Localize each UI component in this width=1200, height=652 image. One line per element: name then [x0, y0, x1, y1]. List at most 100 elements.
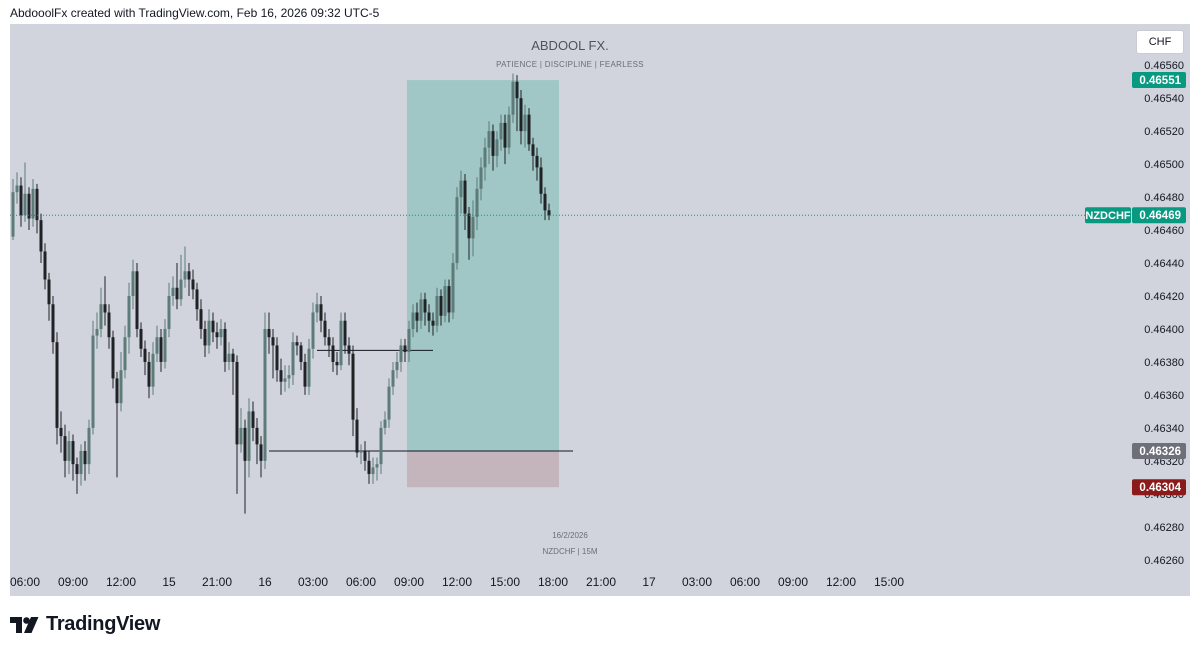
- currency-button[interactable]: CHF: [1136, 30, 1184, 54]
- candle-body: [323, 320, 327, 338]
- candle-body: [231, 353, 235, 362]
- candle-34: [147, 352, 151, 399]
- candle-87: [359, 444, 363, 465]
- candle-24: [107, 304, 111, 349]
- candle-body: [75, 464, 79, 475]
- x-tick-label: 12:00: [106, 575, 136, 589]
- candle-body: [191, 279, 195, 290]
- candle-body: [371, 467, 375, 475]
- candle-body: [183, 271, 187, 280]
- candle-75: [311, 302, 315, 359]
- candle-body: [343, 320, 347, 346]
- candle-body: [195, 289, 199, 310]
- candle-68: [283, 365, 287, 392]
- stop-price-label-bg: [1132, 479, 1186, 496]
- candle-47: [199, 299, 203, 339]
- candle-60: [251, 401, 255, 442]
- candle-body: [403, 345, 407, 353]
- candle-88: [363, 441, 367, 471]
- candle-body: [363, 450, 367, 461]
- candle-body: [391, 370, 395, 387]
- candle-2: [19, 177, 23, 227]
- candle-19: [87, 419, 91, 475]
- candle-body: [383, 419, 387, 428]
- candle-45: [191, 269, 195, 300]
- x-tick-label: 09:00: [58, 575, 88, 589]
- candle-32: [139, 322, 143, 357]
- candle-body: [535, 155, 539, 168]
- candle-86: [355, 408, 359, 458]
- candle-90: [371, 457, 375, 484]
- candle-body: [263, 328, 267, 461]
- time-axis[interactable]: 06:00 09:00 12:00 15 21:00 16 03:00 06:00 09:00 1…: [10, 575, 904, 589]
- y-tick-label: 0.46460: [1144, 225, 1184, 237]
- candle-84: [347, 337, 351, 366]
- candle-body: [43, 251, 47, 280]
- candle-body: [211, 320, 215, 333]
- candle-116: [475, 177, 479, 231]
- candle-74: [307, 338, 311, 395]
- candle-body: [507, 114, 511, 148]
- y-tick-label: 0.46380: [1144, 357, 1184, 369]
- candle-body: [131, 271, 135, 296]
- candle-body: [51, 304, 55, 343]
- candle-93: [383, 411, 387, 435]
- chart-area[interactable]: 0.46560 0.46540 0.46520 0.46500 0.46480 0.464…: [10, 24, 1190, 596]
- stop-price-label: 0.46304: [1132, 479, 1186, 496]
- candle-body: [111, 337, 115, 379]
- candle-130: [531, 137, 535, 171]
- candle-body: [463, 180, 467, 214]
- candle-101: [415, 302, 419, 333]
- candle-134: [547, 203, 551, 221]
- candle-body: [199, 309, 203, 329]
- candle-56: [235, 355, 239, 494]
- candle-80: [331, 337, 335, 372]
- horizontal-lines: [269, 349, 573, 452]
- candle-body: [187, 271, 191, 280]
- candle-126: [515, 75, 519, 132]
- candle-body: [271, 337, 275, 346]
- candle-body: [55, 342, 59, 428]
- candle-body: [523, 114, 527, 132]
- candle-3: [23, 162, 27, 222]
- candle-103: [423, 292, 427, 326]
- candle-110: [451, 253, 455, 320]
- candle-body: [235, 361, 239, 445]
- x-tick-label: 15: [162, 575, 176, 589]
- candle-39: [167, 282, 171, 338]
- candle-body: [23, 193, 27, 216]
- candle-body: [127, 296, 131, 338]
- candle-body: [159, 337, 163, 362]
- candles: [11, 73, 551, 514]
- candle-111: [455, 187, 459, 270]
- candle-119: [487, 121, 491, 165]
- candle-55: [231, 348, 235, 395]
- candle-body: [307, 348, 311, 387]
- candle-body: [543, 193, 547, 211]
- candle-body: [499, 122, 503, 140]
- candle-16: [75, 457, 79, 494]
- candle-57: [239, 408, 243, 453]
- candle-30: [131, 259, 135, 310]
- candle-body: [35, 188, 39, 221]
- y-tick-label: 0.46360: [1144, 390, 1184, 402]
- price-labels: 0.46551 0.46326 0.46304 NZDCHF 0.46469: [1085, 72, 1186, 496]
- candle-65: [271, 328, 275, 379]
- footer-brand: TradingView: [10, 613, 160, 636]
- candle-100: [411, 304, 415, 338]
- x-tick-label: 12:00: [826, 575, 856, 589]
- candle-10: [51, 296, 55, 354]
- candle-18: [83, 441, 87, 481]
- candle-body: [31, 188, 35, 219]
- price-chart[interactable]: 0.46560 0.46540 0.46520 0.46500 0.46480 0.464…: [10, 24, 1190, 596]
- candle-body: [203, 328, 207, 346]
- candle-99: [407, 320, 411, 362]
- candle-body: [443, 286, 447, 316]
- candle-body: [495, 139, 499, 156]
- candle-97: [399, 338, 403, 372]
- x-tick-label: 09:00: [394, 575, 424, 589]
- candle-body: [511, 81, 515, 115]
- candle-108: [443, 279, 447, 323]
- y-tick-label: 0.46560: [1144, 60, 1184, 72]
- candle-1: [15, 172, 19, 204]
